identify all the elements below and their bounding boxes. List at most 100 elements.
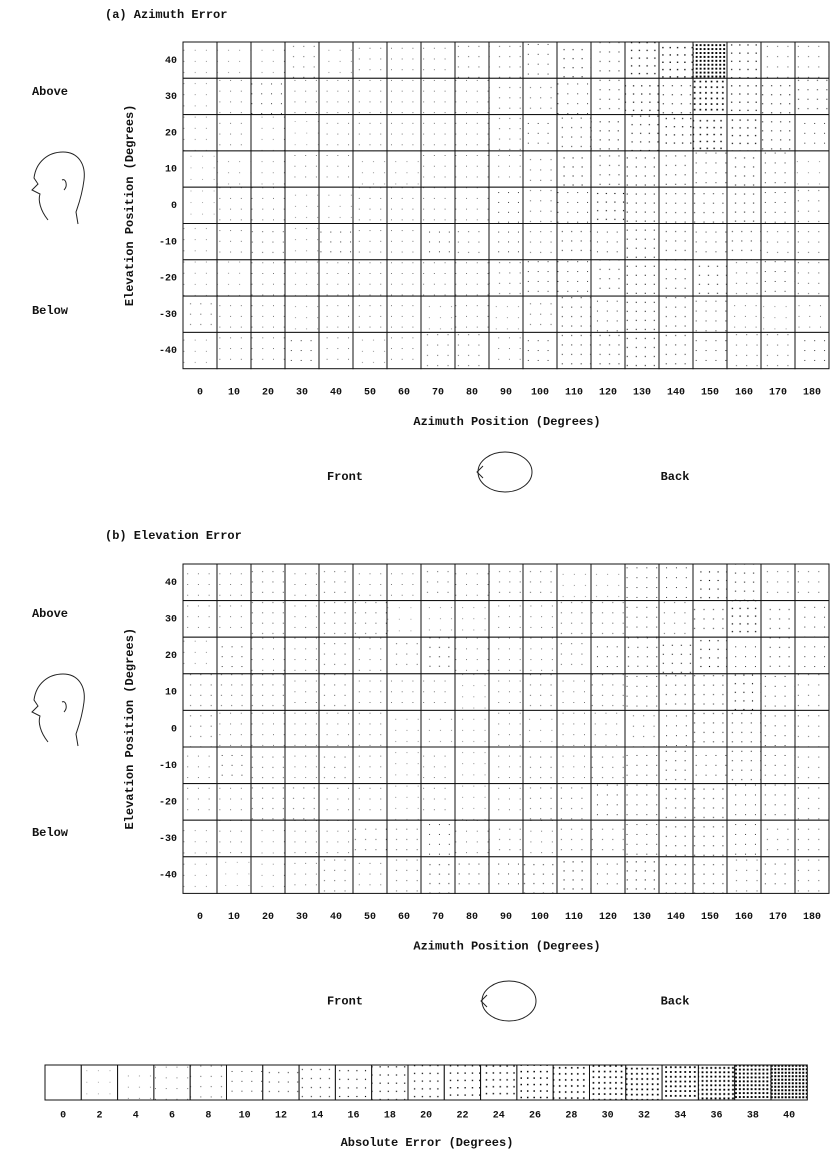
cell (318, 746, 354, 785)
cell (556, 709, 592, 748)
cell (352, 295, 388, 333)
cell (590, 563, 626, 602)
cell (182, 819, 218, 858)
cell (522, 114, 558, 152)
cell (556, 856, 592, 894)
cell (658, 259, 694, 297)
cell (624, 819, 660, 858)
cell (386, 150, 422, 188)
cell (284, 331, 320, 370)
annotation: Above (32, 85, 68, 99)
legend-label: 10 (239, 1111, 251, 1122)
cell (624, 259, 660, 297)
cell (420, 295, 456, 333)
cell (454, 856, 490, 894)
x-axis-label: Azimuth Position (Degrees) (413, 940, 600, 954)
cell (250, 563, 286, 602)
cell (386, 223, 422, 261)
cell (284, 186, 320, 224)
cell (760, 856, 796, 894)
x-tick-label: 0 (197, 912, 203, 923)
cell (454, 563, 490, 602)
cell (216, 114, 252, 152)
cell (794, 819, 830, 858)
legend-swatch (153, 1064, 191, 1101)
x-tick-label: 0 (197, 387, 203, 398)
cell (488, 150, 524, 188)
cell (488, 186, 524, 224)
cell (658, 856, 694, 894)
cell (216, 295, 252, 333)
cell (420, 819, 456, 858)
x-tick-label: 100 (531, 912, 549, 923)
cell (216, 331, 252, 370)
cell (284, 41, 320, 79)
cell (454, 259, 490, 297)
legend-label: 30 (602, 1111, 614, 1122)
cell (760, 600, 796, 638)
legend-label: 16 (348, 1111, 360, 1122)
cell (624, 856, 660, 894)
cell (182, 600, 218, 638)
cell (760, 77, 796, 116)
cell (692, 563, 728, 602)
cell (556, 223, 592, 261)
cell (522, 819, 558, 858)
cell (624, 563, 660, 602)
cell (556, 114, 592, 152)
legend-swatch (371, 1064, 409, 1101)
x-tick-label: 130 (633, 387, 651, 398)
annotation: Front (327, 470, 363, 484)
cell (522, 673, 558, 711)
annotation: Below (32, 826, 69, 840)
cell (284, 819, 320, 858)
cell (454, 223, 490, 261)
cell (692, 783, 728, 821)
cell (386, 295, 422, 333)
cell (386, 856, 422, 894)
legend-label: 36 (711, 1111, 723, 1122)
cell (522, 186, 558, 224)
cell (760, 41, 796, 79)
cell (216, 819, 252, 858)
cell (352, 819, 388, 858)
cell (488, 331, 524, 370)
y-tick-label: -10 (159, 237, 177, 248)
cell (624, 186, 660, 224)
chart-title: (a) Azimuth Error (105, 8, 227, 22)
cell (556, 295, 592, 333)
cell (182, 41, 218, 79)
cell (556, 673, 592, 711)
cell (216, 77, 252, 116)
cell (352, 673, 388, 711)
legend-label: 28 (565, 1111, 577, 1122)
cell (182, 563, 218, 602)
cell (624, 114, 660, 152)
cell (420, 636, 456, 675)
cell (182, 673, 218, 711)
cell (658, 186, 694, 224)
cell (522, 856, 558, 894)
cell (488, 223, 524, 261)
cell (658, 41, 694, 79)
cell (760, 114, 796, 152)
x-tick-label: 80 (466, 387, 478, 398)
y-tick-label: 0 (171, 201, 177, 212)
cell (794, 783, 830, 821)
cell (794, 746, 830, 785)
cell (794, 114, 830, 152)
cell (794, 295, 830, 333)
cell (624, 709, 660, 748)
x-tick-label: 120 (599, 912, 617, 923)
cell (284, 600, 320, 638)
cell (726, 746, 762, 785)
cell (522, 259, 558, 297)
cell (386, 673, 422, 711)
cell (250, 819, 286, 858)
cell (420, 150, 456, 188)
cell (182, 223, 218, 261)
legend-swatch (480, 1064, 518, 1101)
cell (692, 856, 728, 894)
head-top (480, 980, 537, 1022)
y-tick-label: -40 (159, 346, 177, 357)
